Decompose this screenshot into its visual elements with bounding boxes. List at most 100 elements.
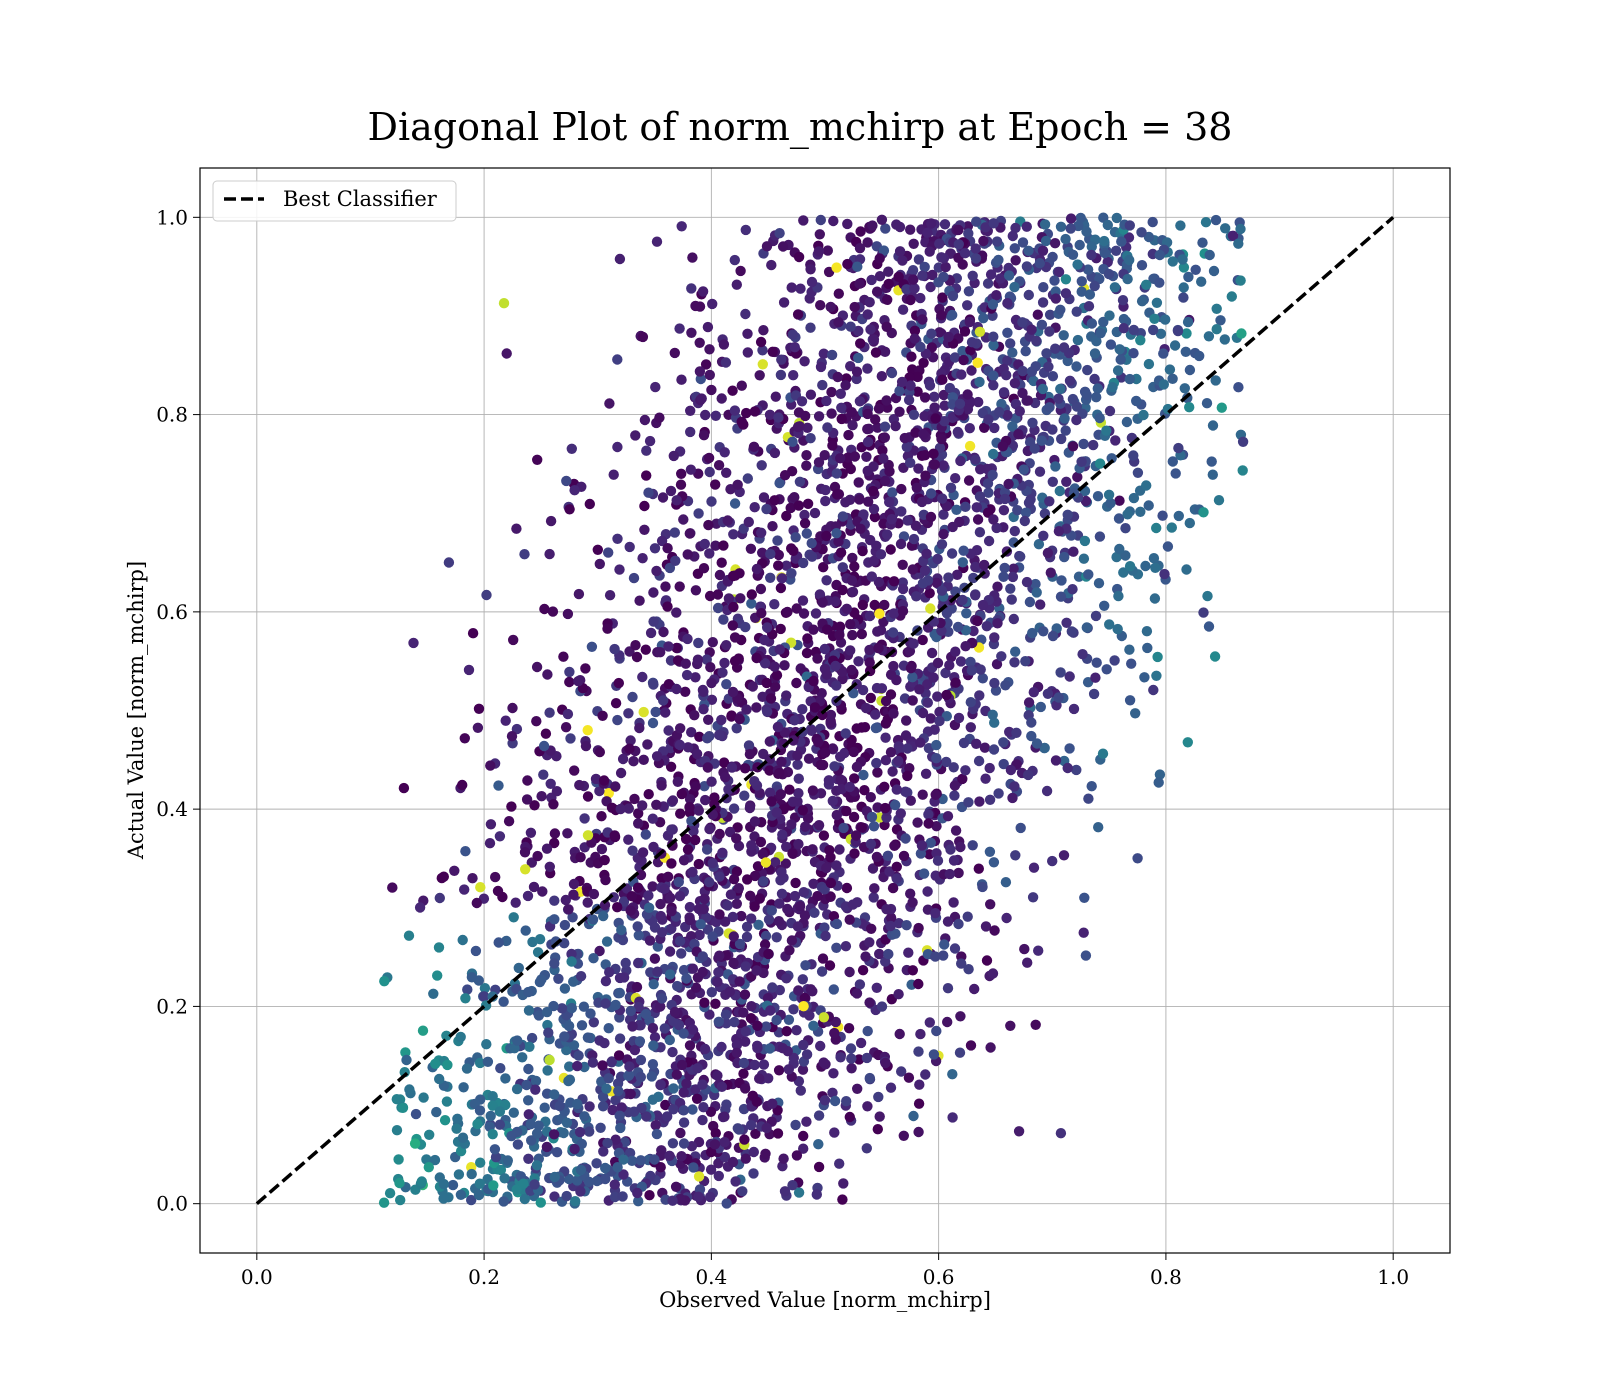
scatter-point (960, 625, 972, 636)
scatter-point (395, 1194, 406, 1206)
scatter-point (698, 704, 709, 715)
scatter-point (835, 774, 846, 785)
scatter-point (678, 1105, 689, 1116)
scatter-point (978, 313, 989, 324)
scatter-point (754, 893, 765, 904)
scatter-point (767, 982, 778, 993)
scatter-point (861, 1052, 873, 1064)
scatter-point (1109, 282, 1121, 293)
scatter-point (891, 784, 902, 795)
scatter-point (545, 515, 557, 527)
scatter-point (773, 560, 784, 571)
scatter-point (1088, 688, 1100, 700)
scatter-point (498, 996, 509, 1007)
scatter-point (998, 758, 1009, 770)
scatter-point (899, 432, 910, 444)
scatter-point (826, 349, 838, 361)
scatter-point (1118, 567, 1129, 578)
scatter-point (873, 403, 885, 414)
scatter-point (922, 679, 933, 690)
scatter-point (917, 270, 928, 281)
scatter-point (847, 629, 858, 641)
scatter-point (918, 429, 929, 440)
scatter-point (777, 829, 788, 840)
scatter-point (1011, 727, 1022, 738)
scatter-point (703, 714, 714, 725)
scatter-point (702, 321, 714, 333)
scatter-point (690, 585, 702, 596)
scatter-point (1136, 296, 1148, 307)
scatter-point (800, 410, 811, 422)
scatter-point (998, 571, 1009, 582)
scatter-point (461, 1063, 473, 1074)
scatter-point (880, 223, 891, 234)
scatter-point (835, 751, 846, 762)
scatter-point (1128, 348, 1139, 359)
scatter-point (584, 1126, 595, 1137)
scatter-point (397, 1102, 409, 1114)
scatter-point (896, 376, 908, 388)
scatter-point (813, 411, 825, 422)
scatter-point (549, 914, 560, 925)
scatter-point (543, 1027, 554, 1038)
scatter-point (865, 792, 876, 803)
scatter-point (939, 219, 951, 230)
scatter-point (682, 549, 693, 560)
scatter-point (897, 559, 908, 570)
scatter-point (932, 691, 943, 702)
scatter-point (918, 868, 930, 879)
y-axis-ticks: 0.00.20.40.60.81.0 (156, 205, 200, 1216)
scatter-point (597, 1091, 609, 1103)
scatter-point (544, 861, 555, 872)
scatter-point (879, 432, 890, 443)
scatter-point (740, 224, 751, 236)
scatter-point (603, 547, 614, 558)
scatter-point (1038, 282, 1049, 293)
scatter-point (664, 969, 676, 980)
scatter-point (561, 475, 572, 487)
scatter-point (453, 1169, 465, 1180)
scatter-point (891, 674, 902, 686)
scatter-point (814, 229, 825, 240)
scatter-point (591, 1158, 602, 1169)
scatter-point (979, 559, 990, 571)
scatter-point (1143, 500, 1154, 511)
scatter-point (793, 1187, 805, 1198)
scatter-point (1094, 531, 1106, 542)
scatter-point (862, 408, 873, 420)
scatter-point (784, 945, 795, 956)
scatter-point (1068, 703, 1080, 715)
scatter-point (941, 608, 953, 619)
scatter-point (1064, 375, 1076, 386)
scatter-point (962, 389, 973, 400)
scatter-point (1120, 550, 1131, 561)
scatter-point (638, 754, 649, 765)
scatter-point (749, 776, 760, 787)
scatter-point (938, 528, 949, 540)
scatter-point (765, 572, 776, 583)
scatter-point (905, 663, 917, 674)
scatter-point (871, 682, 883, 694)
scatter-point (1112, 623, 1123, 635)
scatter-point (1124, 373, 1136, 385)
scatter-point (968, 625, 979, 637)
scatter-point (723, 593, 735, 604)
scatter-point (872, 802, 883, 813)
scatter-point (710, 479, 721, 490)
scatter-point (1236, 328, 1247, 339)
scatter-point (689, 710, 700, 721)
scatter-point (941, 689, 952, 701)
scatter-point (948, 855, 960, 866)
scatter-point (910, 427, 921, 438)
scatter-point (931, 1025, 942, 1037)
scatter-point (837, 562, 848, 573)
scatter-point (855, 1037, 867, 1049)
scatter-point (936, 539, 948, 550)
scatter-point (952, 569, 963, 580)
scatter-point (475, 1157, 486, 1168)
scatter-point (741, 931, 753, 943)
scatter-point (724, 986, 736, 997)
scatter-point (802, 813, 814, 824)
scatter-point (1007, 792, 1018, 804)
scatter-point (950, 646, 961, 657)
